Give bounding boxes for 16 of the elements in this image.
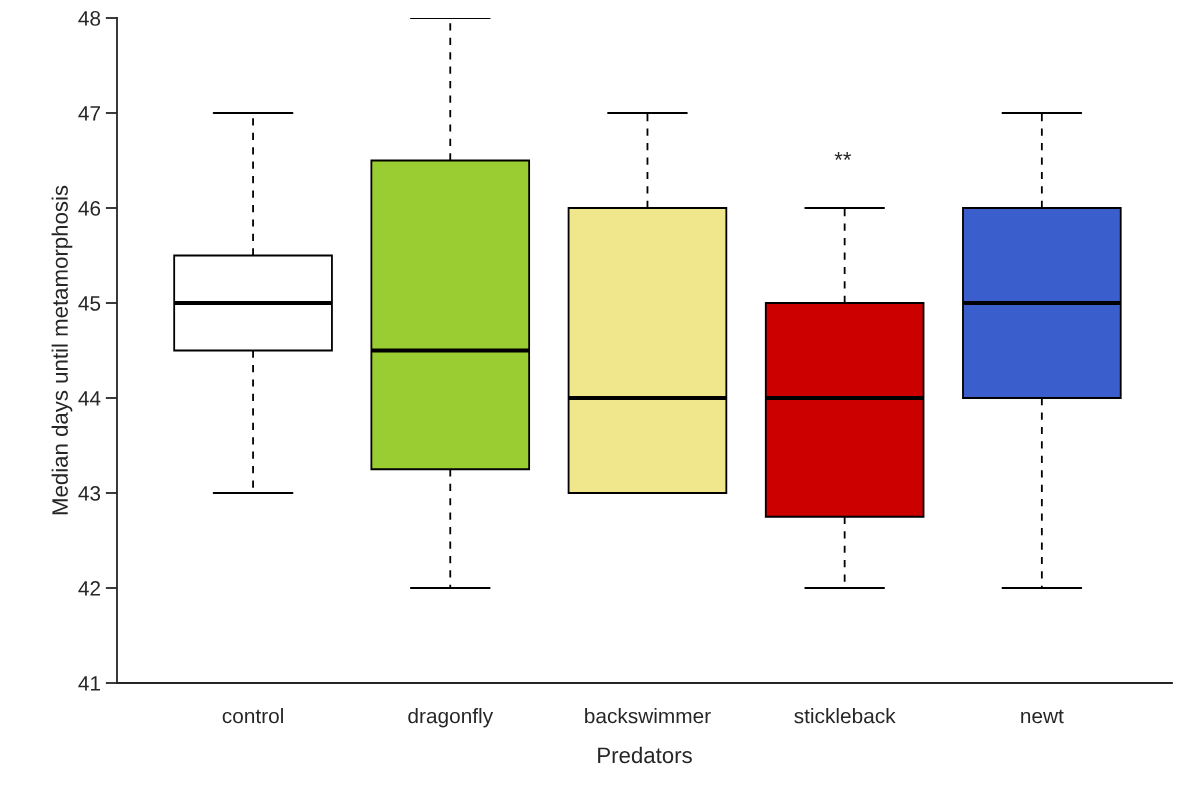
x-axis-title: Predators [598, 746, 692, 764]
y-tick-label: 44 [78, 391, 101, 406]
y-tick-label: 41 [78, 676, 101, 691]
y-tick-label: 43 [78, 486, 101, 501]
x-tick-label: newt [1021, 709, 1064, 724]
x-tick-label: stickleback [794, 708, 896, 724]
x-tick-label: dragonfly [408, 708, 494, 728]
y-tick-label: 47 [78, 106, 100, 121]
y-axis-title: Median days until metamorphosis [51, 185, 73, 515]
y-tick-label: 46 [78, 201, 101, 216]
x-tick-label: control [222, 708, 283, 724]
annotation: ** [834, 152, 852, 160]
y-tick-label: 42 [78, 581, 100, 596]
x-tick-label: backswimmer [585, 708, 711, 724]
y-tick-label: 48 [78, 11, 101, 26]
y-tick-label: 45 [78, 296, 101, 311]
